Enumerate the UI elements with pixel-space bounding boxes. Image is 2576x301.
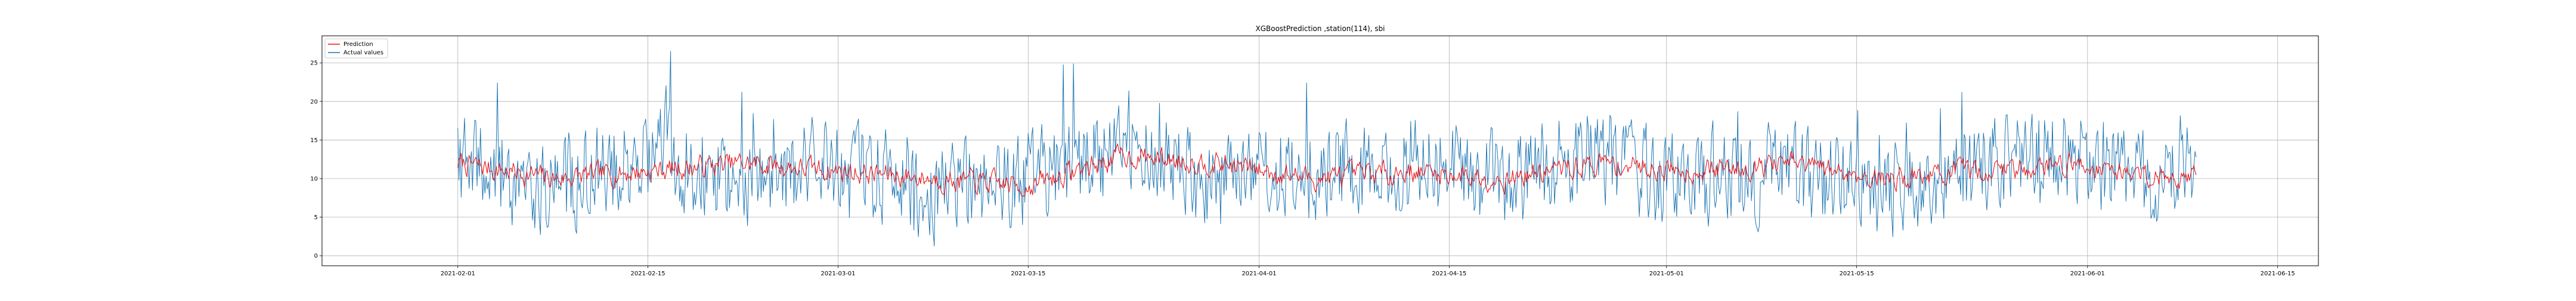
x-tick-label: 2021-06-15: [2261, 271, 2295, 277]
series-layer: [458, 51, 2196, 246]
y-tick-label: 15: [310, 137, 318, 144]
x-tick-label: 2021-05-15: [1840, 271, 1874, 277]
y-tick-label: 5: [314, 214, 318, 221]
y-tick-label: 0: [314, 253, 318, 260]
x-tick-label: 2021-03-01: [821, 271, 855, 277]
y-tick-label: 20: [310, 99, 318, 105]
x-tick-label: 2021-03-15: [1011, 271, 1045, 277]
legend-label-actual: Actual values: [343, 50, 383, 56]
y-tick-label: 25: [310, 60, 318, 67]
grid-layer: [322, 36, 2318, 266]
x-tick-label: 2021-02-01: [441, 271, 475, 277]
x-tick-label: 2021-04-15: [1432, 271, 1466, 277]
plot-frame: [322, 36, 2318, 266]
actual-values-line: [458, 51, 2196, 246]
chart-title: XGBoostPrediction ,station(114), sbi: [1255, 24, 1385, 33]
legend-label-prediction: Prediction: [343, 41, 373, 48]
y-tick-label: 10: [310, 176, 318, 183]
x-tick-label: 2021-04-01: [1241, 271, 1276, 277]
x-tick-label: 2021-06-01: [2070, 271, 2105, 277]
x-tick-label: 2021-05-01: [1649, 271, 1684, 277]
x-tick-label: 2021-02-15: [631, 271, 665, 277]
legend: Prediction Actual values: [325, 39, 388, 58]
